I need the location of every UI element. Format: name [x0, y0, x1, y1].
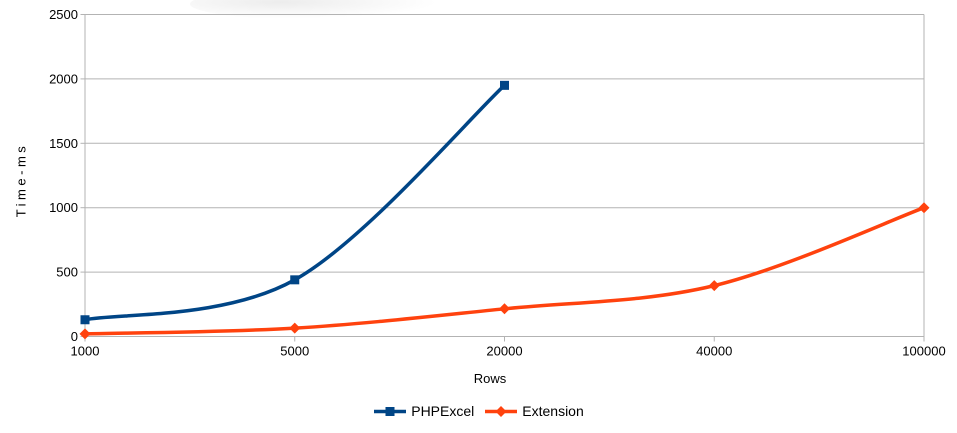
legend-item-phpexcel: PHPExcel: [373, 403, 474, 419]
x-tick-label: 5000: [280, 344, 309, 359]
x-tick-label: 40000: [696, 344, 732, 359]
legend-marker-extension-icon: [485, 405, 518, 417]
legend: PHPExcel Extension: [0, 403, 957, 419]
y-tick-label: 1000: [49, 200, 78, 215]
data-point-phpexcel-1000: [80, 315, 90, 325]
legend-label-phpexcel: PHPExcel: [411, 403, 475, 419]
y-tick-label: 2500: [49, 7, 78, 22]
data-point-extension-20000: [499, 303, 510, 315]
series-line-phpexcel: [83, 83, 507, 322]
x-tick-label: 1000: [71, 344, 100, 359]
y-tick-label: 2000: [49, 71, 78, 86]
data-point-extension-1000: [79, 328, 91, 340]
y-tick-label: 0: [71, 329, 78, 344]
data-point-extension-100000: [918, 202, 930, 214]
series-line-extension: [83, 205, 926, 336]
y-tick-label: 500: [56, 265, 78, 280]
data-point-phpexcel-5000: [290, 275, 300, 285]
x-tick-label: 20000: [486, 344, 522, 359]
legend-marker-phpexcel-icon: [374, 406, 407, 416]
data-point-extension-40000: [708, 280, 720, 292]
data-point-phpexcel-20000: [500, 80, 509, 90]
y-axis-title: Time-ms: [13, 142, 29, 218]
x-tick-label: 100000: [902, 344, 945, 359]
legend-item-extension: Extension: [484, 403, 584, 419]
y-tick-label: 1500: [49, 136, 78, 151]
data-point-extension-5000: [289, 322, 301, 334]
x-axis-title: Rows: [473, 371, 507, 386]
legend-label-extension: Extension: [522, 403, 584, 419]
